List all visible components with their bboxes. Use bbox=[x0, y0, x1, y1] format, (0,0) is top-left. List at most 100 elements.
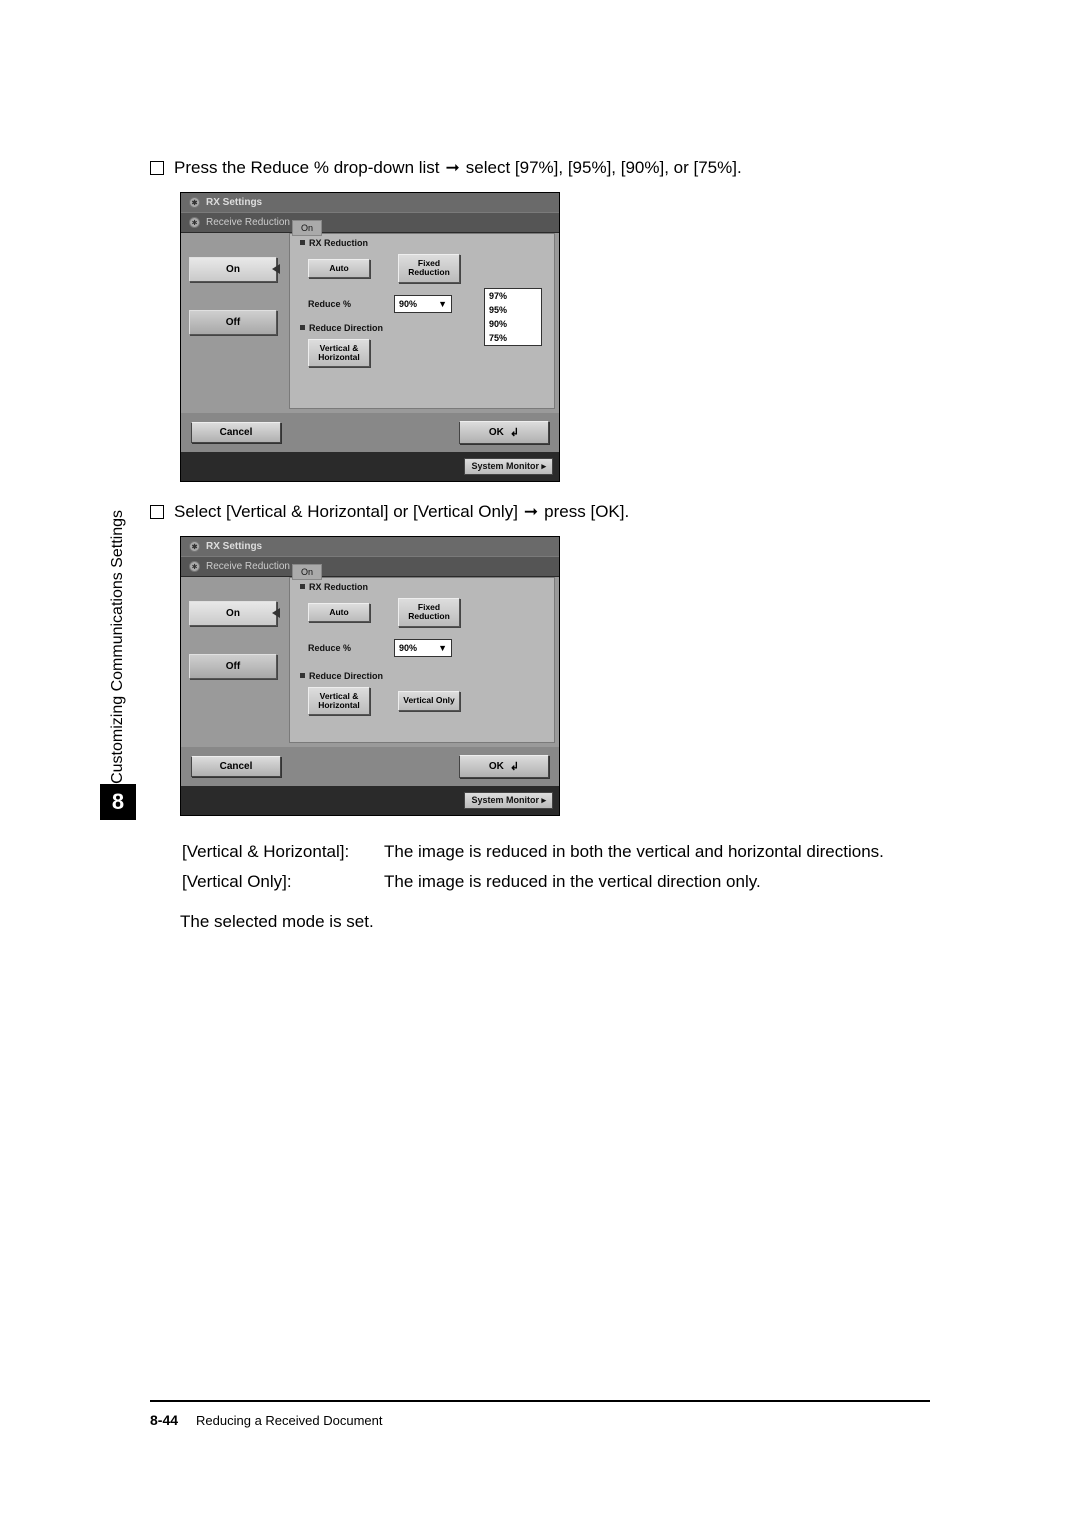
ok-label: OK bbox=[489, 427, 504, 438]
page-footer: 8-44 Reducing a Received Document bbox=[150, 1400, 930, 1428]
desc-row-vh: [Vertical & Horizontal]: The image is re… bbox=[182, 838, 892, 866]
ss2-titlebar: ✱ RX Settings bbox=[181, 537, 559, 556]
ok-label: OK bbox=[489, 761, 504, 772]
ss2-bottom-bar: Cancel OK ↲ bbox=[181, 747, 559, 786]
step1-text-b: select [97%], [95%], [90%], or [75%]. bbox=[466, 158, 742, 178]
reduce-pct-label: Reduce % bbox=[308, 643, 366, 653]
on-button[interactable]: On bbox=[189, 601, 277, 626]
cancel-label: Cancel bbox=[220, 761, 253, 772]
ss1-body: On Off On RX Reduction Auto Fixed Reduct… bbox=[181, 233, 559, 413]
sysmon-label: System Monitor bbox=[471, 795, 539, 805]
dd-item-90[interactable]: 90% bbox=[485, 317, 541, 331]
ss1-left-buttons: On Off bbox=[189, 257, 277, 363]
rx-icon: ✱ bbox=[189, 217, 200, 228]
selected-indicator-icon bbox=[272, 264, 280, 274]
result-text: The selected mode is set. bbox=[180, 912, 930, 932]
ss2-left-buttons: On Off bbox=[189, 601, 277, 707]
ss1-titlebar: ✱ RX Settings bbox=[181, 193, 559, 212]
chevron-down-icon: ▼ bbox=[438, 299, 447, 309]
dd-item-97[interactable]: 97% bbox=[485, 289, 541, 303]
reduce-pct-value: 90% bbox=[399, 299, 417, 309]
reduce-pct-label: Reduce % bbox=[308, 299, 366, 309]
selected-indicator-icon bbox=[272, 608, 280, 618]
reduce-pct-dropdown-list[interactable]: 97% 95% 90% 75% bbox=[484, 288, 542, 346]
off-button[interactable]: Off bbox=[189, 654, 277, 679]
on-label: On bbox=[226, 608, 240, 619]
description-table: [Vertical & Horizontal]: The image is re… bbox=[180, 836, 894, 898]
footer-section-title: Reducing a Received Document bbox=[196, 1413, 382, 1428]
reduce-direction-label: Reduce Direction bbox=[290, 667, 554, 685]
ss2-footer: System Monitor ▸ bbox=[181, 786, 559, 815]
ss1-title-text: RX Settings bbox=[206, 197, 262, 208]
arrow-icon: ➞ bbox=[524, 502, 538, 522]
desc-term-vh: [Vertical & Horizontal]: bbox=[182, 838, 382, 866]
arrow-icon: ➞ bbox=[446, 158, 460, 178]
desc-term-vo: [Vertical Only]: bbox=[182, 868, 382, 896]
ss1-right-panel: On RX Reduction Auto Fixed Reduction Red… bbox=[289, 233, 555, 409]
vh-button[interactable]: Vertical & Horizontal bbox=[308, 339, 370, 368]
desc-text-vh: The image is reduced in both the vertica… bbox=[384, 838, 892, 866]
step2-text-a: Select [Vertical & Horizontal] or [Verti… bbox=[174, 502, 518, 522]
ss2-subtitle-text: Receive Reduction bbox=[206, 561, 290, 572]
chevron-down-icon: ▼ bbox=[438, 643, 447, 653]
enter-icon: ↲ bbox=[510, 760, 519, 773]
dd-item-95[interactable]: 95% bbox=[485, 303, 541, 317]
vh-button[interactable]: Vertical & Horizontal bbox=[308, 687, 370, 716]
instruction-step-1: Press the Reduce % drop-down list ➞ sele… bbox=[150, 158, 930, 178]
cancel-label: Cancel bbox=[220, 427, 253, 438]
reduce-pct-dropdown[interactable]: 90% ▼ bbox=[394, 639, 452, 657]
page-number: 8-44 bbox=[150, 1412, 178, 1428]
rx-icon: ✱ bbox=[189, 197, 200, 208]
rx-icon: ✱ bbox=[189, 541, 200, 552]
step1-text-a: Press the Reduce % drop-down list bbox=[174, 158, 440, 178]
vertical-only-button[interactable]: Vertical Only bbox=[398, 691, 460, 710]
cancel-button[interactable]: Cancel bbox=[191, 422, 281, 443]
system-monitor-button[interactable]: System Monitor ▸ bbox=[464, 458, 553, 475]
sysmon-label: System Monitor bbox=[471, 461, 539, 471]
screenshot-1: ✱ RX Settings ✱ Receive Reduction On Off… bbox=[180, 192, 560, 482]
ss1-subtitle: ✱ Receive Reduction bbox=[181, 212, 559, 233]
reduce-pct-dropdown[interactable]: 90% ▼ bbox=[394, 295, 452, 313]
row-auto: Auto Fixed Reduction bbox=[290, 252, 554, 285]
off-label: Off bbox=[226, 317, 240, 328]
desc-row-vo: [Vertical Only]: The image is reduced in… bbox=[182, 868, 892, 896]
panel-tab: On bbox=[292, 564, 322, 580]
rx-reduction-label: RX Reduction bbox=[290, 578, 554, 596]
auto-button[interactable]: Auto bbox=[308, 603, 370, 622]
ss2-right-panel: On RX Reduction Auto Fixed Reduction Red… bbox=[289, 577, 555, 743]
ok-button[interactable]: OK ↲ bbox=[459, 421, 549, 444]
desc-text-vo: The image is reduced in the vertical dir… bbox=[384, 868, 892, 896]
fixed-reduction-button[interactable]: Fixed Reduction bbox=[398, 598, 460, 627]
ss2-title-text: RX Settings bbox=[206, 541, 262, 552]
system-monitor-button[interactable]: System Monitor ▸ bbox=[464, 792, 553, 809]
row-reduce-pct: Reduce % 90% ▼ bbox=[290, 637, 554, 659]
ss2-body: On Off On RX Reduction Auto Fixed Reduct… bbox=[181, 577, 559, 747]
ok-button[interactable]: OK ↲ bbox=[459, 755, 549, 778]
reduce-pct-value: 90% bbox=[399, 643, 417, 653]
chapter-number: 8 bbox=[100, 784, 136, 820]
off-button[interactable]: Off bbox=[189, 310, 277, 335]
checkbox-bullet bbox=[150, 505, 164, 519]
off-label: Off bbox=[226, 661, 240, 672]
row-auto: Auto Fixed Reduction bbox=[290, 596, 554, 629]
fixed-reduction-button[interactable]: Fixed Reduction bbox=[398, 254, 460, 283]
enter-icon: ↲ bbox=[510, 426, 519, 439]
ss1-subtitle-text: Receive Reduction bbox=[206, 217, 290, 228]
on-button[interactable]: On bbox=[189, 257, 277, 282]
dd-item-75[interactable]: 75% bbox=[485, 331, 541, 345]
ss1-bottom-bar: Cancel OK ↲ bbox=[181, 413, 559, 452]
page-content: Press the Reduce % drop-down list ➞ sele… bbox=[150, 150, 930, 932]
instruction-step-2: Select [Vertical & Horizontal] or [Verti… bbox=[150, 502, 930, 522]
ss1-footer: System Monitor ▸ bbox=[181, 452, 559, 481]
step2-text-b: press [OK]. bbox=[544, 502, 629, 522]
screenshot-2: ✱ RX Settings ✱ Receive Reduction On Off… bbox=[180, 536, 560, 816]
sidebar-label: Customizing Communications Settings bbox=[109, 502, 127, 784]
on-label: On bbox=[226, 264, 240, 275]
cancel-button[interactable]: Cancel bbox=[191, 756, 281, 777]
auto-button[interactable]: Auto bbox=[308, 259, 370, 278]
row-direction: Vertical & Horizontal Vertical Only bbox=[290, 685, 554, 718]
ss2-subtitle: ✱ Receive Reduction bbox=[181, 556, 559, 577]
sidebar-chapter-tab: Customizing Communications Settings 8 bbox=[98, 420, 138, 820]
panel-tab: On bbox=[292, 220, 322, 236]
rx-icon: ✱ bbox=[189, 561, 200, 572]
